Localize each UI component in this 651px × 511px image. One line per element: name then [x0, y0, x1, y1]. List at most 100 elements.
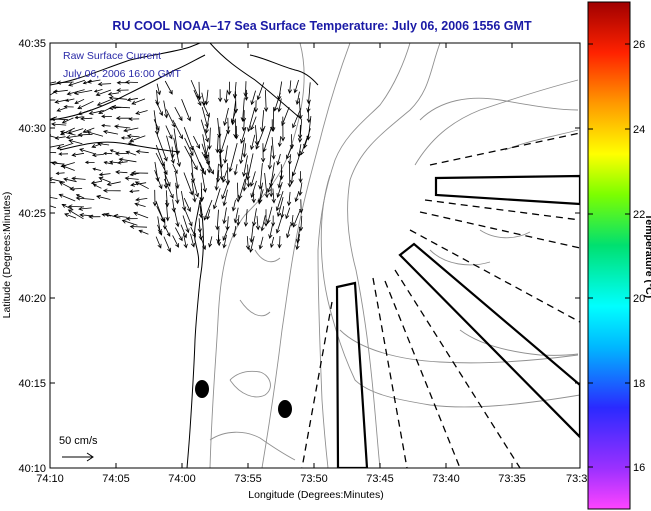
current-vector [174, 106, 183, 122]
current-vector [125, 80, 139, 85]
current-vector [306, 107, 311, 124]
current-vector [197, 81, 202, 101]
current-vector [135, 110, 148, 115]
current-vector [260, 215, 266, 232]
current-vector [104, 212, 121, 219]
current-vector [61, 164, 75, 171]
current-vector [75, 194, 85, 199]
current-vector [286, 144, 294, 160]
current-vector [255, 125, 266, 150]
x-axis-label: Longitude (Degrees:Minutes) [248, 489, 383, 501]
current-vector [96, 194, 111, 200]
current-vector [88, 214, 101, 219]
x-axis: 74:10 74:05 74:00 73:55 73:50 73:45 73:4… [36, 43, 587, 501]
current-vector [291, 153, 301, 177]
current-vector [273, 92, 281, 112]
current-vector [165, 200, 170, 222]
current-vector [267, 145, 273, 170]
station-marker [278, 400, 292, 418]
current-vector [298, 171, 303, 184]
current-vector [80, 116, 93, 121]
current-vector [190, 172, 200, 198]
dashed-radials [301, 132, 580, 468]
current-vector [64, 213, 77, 219]
current-vector [50, 160, 58, 165]
current-vector [56, 142, 74, 150]
current-vector [97, 141, 110, 147]
current-vector [79, 148, 95, 155]
current-vector [95, 89, 112, 97]
colorbar-tick: 20 [633, 293, 645, 305]
current-vector [287, 80, 293, 94]
current-vector [173, 137, 181, 168]
current-vector [181, 99, 191, 122]
current-vector [294, 190, 300, 203]
current-vector [172, 163, 178, 175]
current-vector [123, 127, 139, 133]
current-vector [277, 235, 282, 249]
current-vector [300, 135, 309, 156]
current-vector [51, 161, 65, 166]
current-vector [292, 108, 302, 129]
current-vector [276, 153, 281, 166]
colorbar-tick: 16 [633, 462, 645, 474]
current-vector [190, 226, 196, 238]
current-vector [263, 209, 269, 227]
current-vector [192, 145, 205, 174]
current-vector [116, 88, 129, 93]
current-vector [287, 164, 292, 188]
current-vector [171, 199, 176, 213]
current-vector [250, 90, 256, 106]
current-vector [288, 154, 292, 166]
current-vector [56, 80, 74, 85]
current-vector [266, 206, 273, 225]
x-tick-label: 73:55 [234, 473, 262, 485]
current-vector [255, 215, 261, 231]
current-vector [243, 209, 249, 227]
current-vector [98, 107, 111, 114]
current-vector [198, 206, 204, 219]
current-vector [201, 172, 207, 193]
current-vector [125, 150, 137, 156]
current-vector [131, 98, 146, 105]
colorbar-label: Temperature (°C) [643, 214, 651, 299]
colorbar-tick: 24 [633, 124, 645, 136]
current-vector [222, 207, 227, 225]
current-vector [165, 125, 173, 140]
colorbar-tick: 18 [633, 378, 645, 390]
current-vector [155, 236, 162, 249]
current-vector [58, 152, 69, 156]
current-vector [201, 151, 214, 175]
current-vector [86, 79, 101, 84]
current-vector [193, 135, 200, 149]
current-vector [114, 124, 131, 129]
current-vector [239, 137, 246, 165]
current-vector [279, 164, 284, 181]
current-vector [190, 233, 196, 248]
current-vector [276, 181, 283, 198]
current-vector [166, 135, 175, 164]
current-vector [280, 116, 286, 142]
x-tick-label: 73:35 [498, 473, 526, 485]
current-vector [191, 180, 197, 203]
current-vector [97, 81, 112, 87]
current-vector [204, 146, 209, 159]
surface-current-vectors [50, 79, 312, 253]
current-vector [183, 172, 194, 196]
current-vector [234, 125, 239, 140]
current-vector [88, 110, 104, 116]
current-vector [162, 218, 167, 230]
current-vector [281, 106, 290, 127]
current-vector [271, 136, 276, 160]
current-vector [225, 163, 231, 186]
current-vector [222, 234, 227, 249]
box-vertical [335, 281, 369, 468]
current-vector [86, 130, 104, 137]
current-vector [73, 90, 93, 96]
current-vector [82, 127, 95, 133]
current-vector [113, 213, 128, 219]
x-tick-label: 73:50 [300, 473, 328, 485]
current-vector [114, 151, 128, 156]
map-area: Raw Surface Current July 06, 2006 16:00 … [50, 43, 580, 468]
current-vector [54, 135, 66, 140]
